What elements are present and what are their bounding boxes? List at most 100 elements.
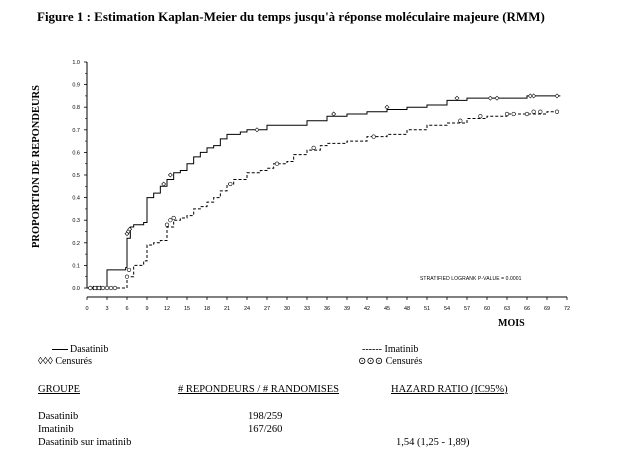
legend-dasatinib: Dasatinib (52, 344, 108, 355)
legend-imatinib-label: Imatinib (384, 344, 419, 355)
km-curve-imatinib (87, 111, 561, 289)
y-tick-label: 0.7 (72, 128, 80, 134)
censor-marker-circle (88, 285, 93, 291)
legend-censored-label: Censurés (55, 356, 92, 367)
censor-marker-diamond (254, 127, 260, 133)
x-axis-label: MOIS (498, 318, 525, 329)
x-tick-label: 66 (524, 306, 530, 312)
x-tick-label: 6 (125, 306, 128, 312)
logrank-annotation: STRATIFIED LOGRANK P-VALUE = 0.0001 (420, 276, 522, 282)
y-tick-label: 0.8 (72, 105, 80, 111)
table-row-hazard-ratio: 1,54 (1,25 - 1,89) (396, 437, 470, 448)
censor-marker-diamond (454, 95, 460, 101)
censor-marker-circle (96, 285, 102, 291)
x-tick-label: 12 (164, 306, 170, 312)
x-tick-label: 57 (464, 306, 470, 312)
legend-dasatinib-label: Dasatinib (70, 344, 109, 355)
x-tick-label: 45 (384, 306, 390, 312)
censor-marker-circle (531, 109, 536, 114)
censor-marker-diamond (487, 95, 493, 101)
censor-marker-diamond (384, 104, 390, 110)
censor-marker-circle (104, 285, 110, 291)
censor-marker-circle (108, 285, 114, 291)
censor-marker-circle (124, 274, 130, 279)
y-axis-label: PROPORTION DE REPONDEURS (31, 85, 42, 248)
table-header-group: GROUPE (38, 384, 81, 395)
x-tick-label: 63 (504, 306, 510, 312)
x-tick-label: 60 (484, 306, 490, 312)
x-tick-label: 9 (145, 306, 148, 312)
censor-marker-circle (126, 267, 132, 273)
table-row-group: Dasatinib (38, 411, 79, 422)
table-header-responders: # REPONDEURS / # RANDOMISES (178, 384, 340, 395)
censor-marker-circle (171, 215, 176, 221)
y-tick-label: 0.4 (72, 196, 80, 202)
x-tick-label: 69 (544, 306, 550, 312)
table-row-responders: 167/260 (248, 424, 283, 435)
legend-censored-label: Censurés (385, 356, 423, 367)
y-tick-label: 1.0 (72, 60, 80, 66)
censor-marker-circle (100, 285, 106, 291)
censor-marker-diamond (494, 95, 500, 101)
x-tick-label: 21 (224, 306, 230, 312)
y-tick-label: 0.1 (72, 263, 80, 269)
table-row-group: Dasatinib sur imatinib (38, 437, 132, 448)
x-tick-label: 51 (424, 306, 430, 312)
y-tick-label: 0.9 (72, 83, 80, 89)
x-tick-label: 24 (244, 306, 250, 312)
legend-imatinib: ------ Imatinib (362, 344, 418, 355)
x-tick-label: 33 (304, 306, 310, 312)
censor-marker-circle (371, 134, 376, 139)
figure-title: Figure 1 : Estimation Kaplan-Meier du te… (37, 9, 545, 24)
x-tick-label: 18 (204, 306, 210, 312)
censor-marker-circle (554, 109, 560, 114)
censor-marker-circle (164, 222, 170, 227)
table-row-group: Imatinib (38, 424, 74, 435)
censor-marker-circle (112, 285, 118, 291)
censor-marker-diamond (531, 93, 537, 99)
x-tick-label: 54 (444, 306, 450, 312)
circle-marker-icon: ⊙⊙⊙ (358, 356, 384, 367)
censor-marker-diamond (167, 172, 173, 178)
censor-marker-diamond (331, 111, 337, 117)
dashed-line-swatch: ------ (362, 344, 382, 355)
x-tick-label: 0 (85, 306, 88, 312)
x-tick-label: 36 (324, 306, 330, 312)
censor-marker-circle (524, 111, 530, 117)
censor-marker-circle (478, 114, 483, 119)
y-tick-label: 0.2 (72, 241, 80, 247)
censor-marker-diamond (554, 93, 560, 99)
table-header-hazard-ratio: HAZARD RATIO (IC95%) (391, 384, 508, 395)
x-tick-label: 42 (364, 306, 370, 312)
x-tick-label: 72 (564, 306, 570, 312)
x-tick-label: 30 (284, 306, 290, 312)
legend-imatinib-censored: ⊙⊙⊙ Censurés (358, 356, 422, 367)
x-tick-label: 15 (184, 306, 190, 312)
y-tick-label: 0.0 (72, 286, 80, 292)
censor-marker-diamond (161, 181, 167, 187)
censor-marker-diamond (527, 93, 533, 99)
y-tick-label: 0.6 (72, 150, 80, 156)
x-tick-label: 39 (344, 306, 350, 312)
censor-marker-circle (92, 285, 98, 291)
censor-marker-circle (504, 111, 510, 117)
x-tick-label: 3 (105, 306, 108, 312)
censor-marker-circle (511, 111, 516, 117)
solid-line-swatch (52, 349, 68, 351)
diamond-marker-icon: ◊◊◊ (38, 356, 53, 367)
censor-marker-diamond (127, 226, 133, 232)
x-tick-label: 27 (264, 306, 270, 312)
censor-marker-circle (228, 181, 233, 187)
censor-marker-circle (458, 118, 463, 123)
y-tick-label: 0.3 (72, 218, 80, 224)
table-row-responders: 198/259 (248, 411, 283, 422)
y-tick-label: 0.5 (72, 173, 80, 179)
censor-marker-circle (538, 109, 543, 114)
censor-marker-circle (168, 218, 173, 223)
censor-marker-circle (274, 161, 280, 166)
km-curve-dasatinib (87, 95, 561, 289)
x-tick-label: 48 (404, 306, 410, 312)
censor-marker-circle (311, 145, 316, 150)
legend-dasatinib-censored: ◊◊◊ Censurés (38, 356, 92, 367)
